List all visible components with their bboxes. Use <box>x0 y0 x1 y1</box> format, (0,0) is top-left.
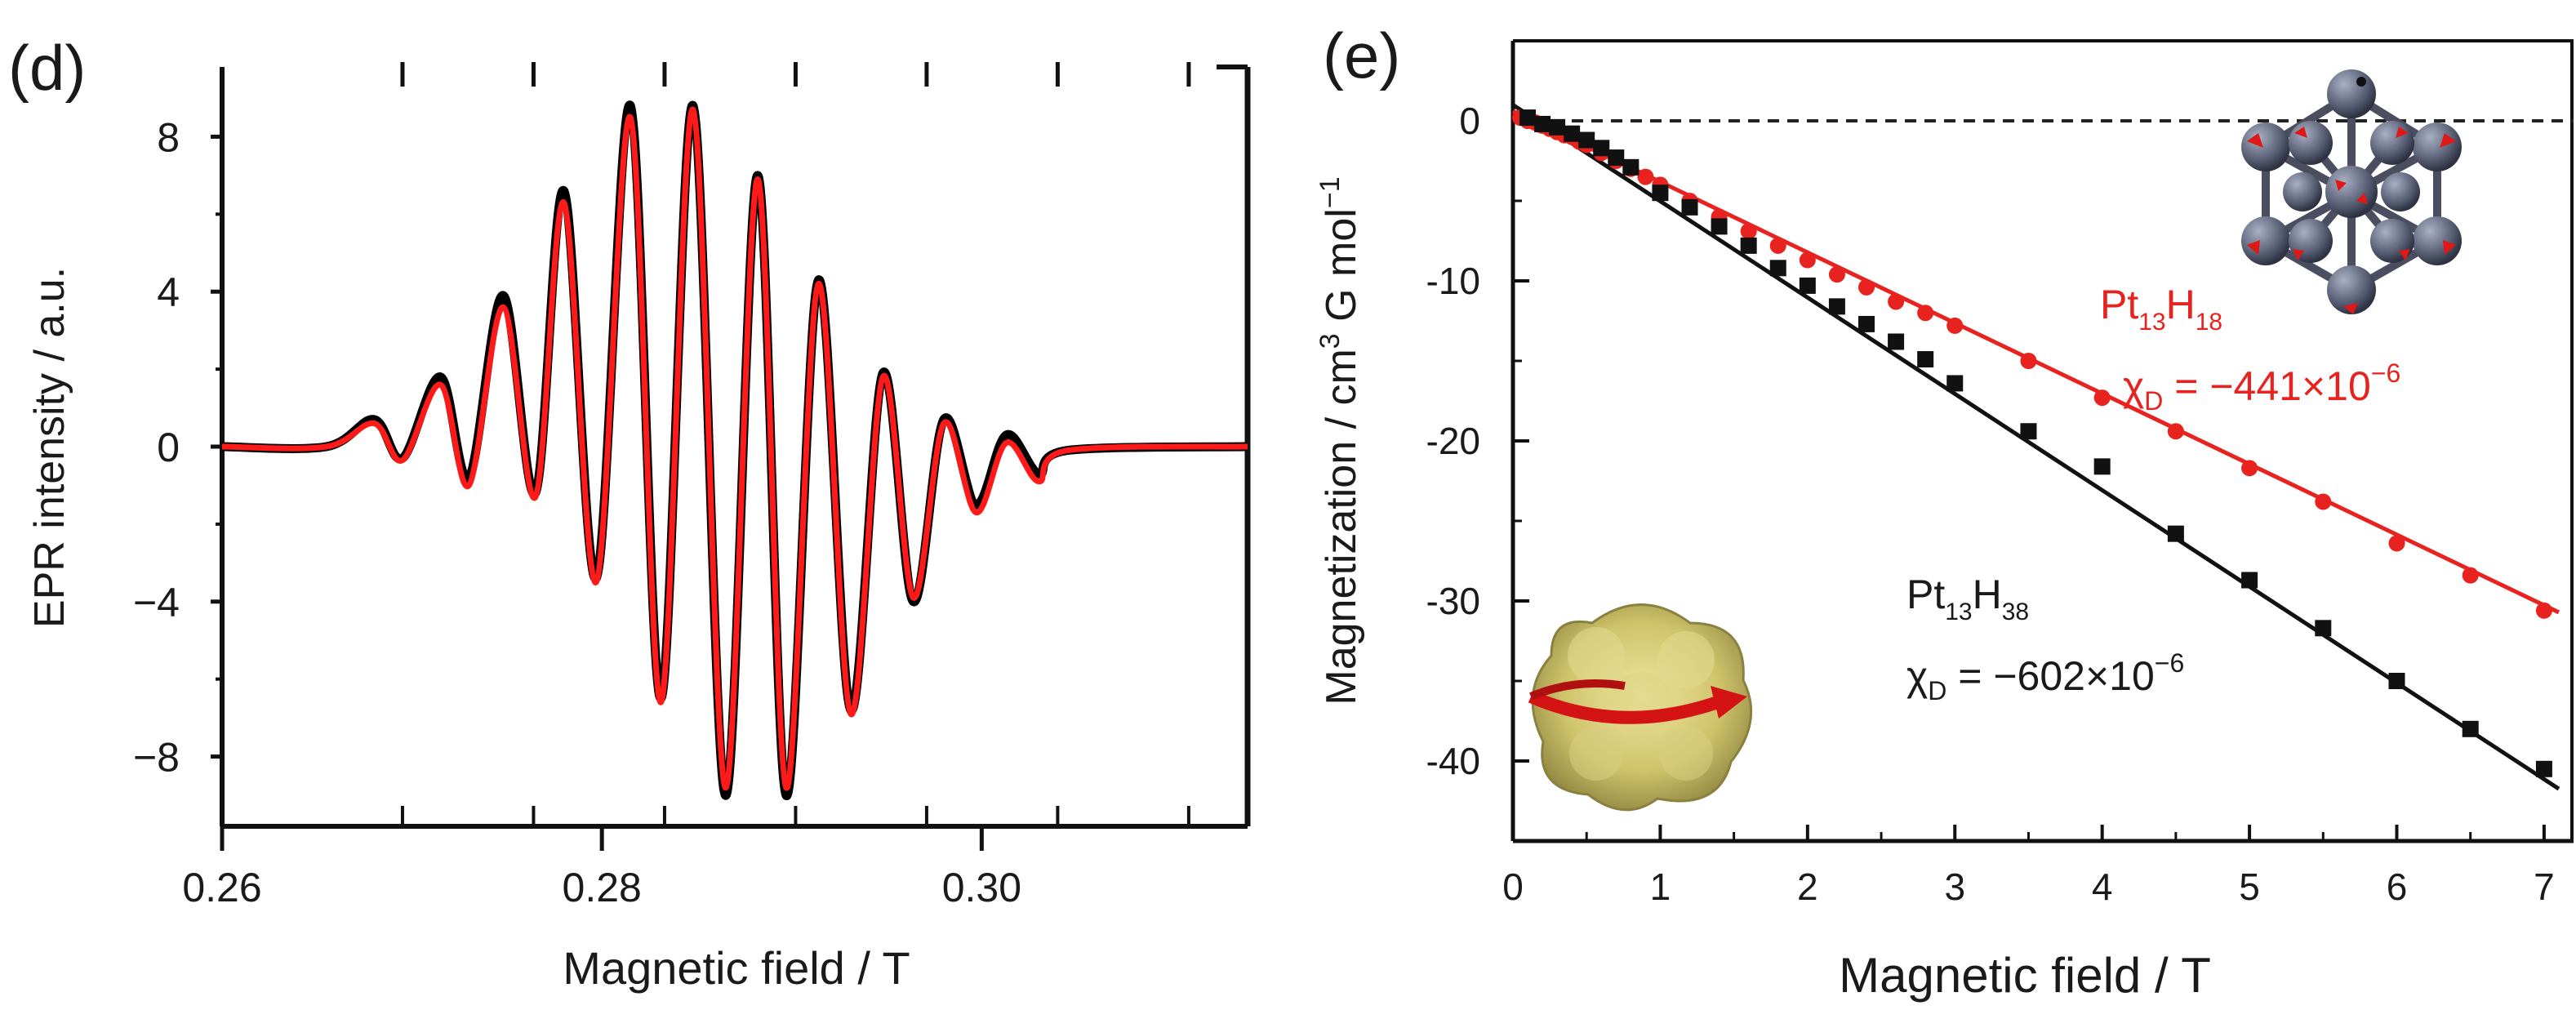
panel-e-y-tick-label: -40 <box>1426 740 1480 782</box>
panel-e-y-tick-label: -20 <box>1426 420 1480 462</box>
inset-pt13-cluster-image <box>2241 69 2462 314</box>
data-point-pt13h18 <box>2020 353 2037 369</box>
data-point-pt13h38 <box>2462 720 2479 737</box>
panel-d-x-tick-label: 0.30 <box>942 865 1021 910</box>
panel-d-epr-chart: (d) 0.26 0.28 0.30 8 4 0 −4 −8 EPR intensity / … <box>8 32 1251 994</box>
data-point-pt13h38 <box>1769 260 1786 277</box>
panel-e-plot-area: 0 1 2 3 4 5 6 7 0 -10 -20 -30 -40 <box>1426 39 2574 908</box>
panel-e-magnetization-chart: (e) 0 1 2 3 4 5 6 7 0 -10 -20 -30 -40 Magnetization … <box>1315 20 2574 1003</box>
annotation-pt13h38: Pt13H38 χD = −602×10−6 <box>1906 572 2184 705</box>
data-point-pt13h38 <box>2167 525 2184 542</box>
data-point-pt13h18 <box>2462 567 2479 584</box>
data-point-pt13h38 <box>1917 351 1934 368</box>
data-point-pt13h38 <box>2241 572 2258 589</box>
panel-e-x-tick-label: 3 <box>1944 865 1965 908</box>
panel-d-y-tick-label: 8 <box>157 114 180 160</box>
panel-e-x-tick-label: 4 <box>2092 865 2113 908</box>
panel-e-x-tick-label: 6 <box>2387 865 2408 908</box>
data-point-pt13h38 <box>1622 158 1639 176</box>
data-point-pt13h18 <box>2093 389 2111 407</box>
panel-d-y-axis-title: EPR intensity / a.u. <box>26 267 73 628</box>
fit-line-pt13h38 <box>1511 103 2560 791</box>
panel-e-y-axis-title: Magnetization / cm3 G mol−1 <box>1315 176 1365 705</box>
panel-e-y-tick-label: 0 <box>1459 100 1480 142</box>
label-pt13h38-formula: Pt13H38 <box>1906 572 2029 625</box>
data-point-pt13h38 <box>1549 118 1566 136</box>
panel-e-x-tick-label: 7 <box>2534 865 2555 908</box>
data-point-pt13h18 <box>1946 317 1964 334</box>
panel-e-x-tick-label: 5 <box>2239 865 2260 908</box>
data-point-pt13h18 <box>1799 251 1816 269</box>
inset-electron-density-image <box>1528 603 1753 812</box>
data-point-pt13h38 <box>1534 115 1551 132</box>
panel-d-y-tick-label: −8 <box>133 735 180 781</box>
data-point-pt13h38 <box>1608 149 1625 167</box>
panel-d-x-tick-label: 0.26 <box>182 865 261 910</box>
panel-d-y-tick-label: 4 <box>157 269 180 315</box>
label-pt13h38-chi: χD = −602×10−6 <box>1906 648 2184 705</box>
data-point-pt13h38 <box>2388 673 2405 689</box>
label-pt13h18-formula: Pt13H18 <box>2100 282 2222 336</box>
panel-d-y-tick-label: −4 <box>133 580 180 625</box>
data-point-pt13h18 <box>1769 237 1786 254</box>
data-point-pt13h38 <box>1888 333 1905 350</box>
panel-e-y-tick-label: -30 <box>1426 580 1480 622</box>
data-point-pt13h18 <box>1858 278 1875 296</box>
panel-e-x-tick-label: 2 <box>1797 865 1818 908</box>
data-point-pt13h38 <box>1652 185 1669 202</box>
data-point-pt13h38 <box>1828 298 1845 315</box>
data-point-pt13h38 <box>1564 125 1581 142</box>
panel-d-y-tick-label: 0 <box>157 425 180 470</box>
panel-e-label: (e) <box>1323 20 1400 91</box>
data-point-pt13h38 <box>1578 131 1595 149</box>
data-point-pt13h38 <box>1946 375 1964 392</box>
panel-d-plot-area: 0.26 0.28 0.30 8 4 0 −4 −8 <box>133 62 1251 910</box>
label-pt13h18-chi: χD = −441×10−6 <box>2123 358 2400 416</box>
data-point-pt13h18 <box>1637 168 1654 185</box>
data-point-pt13h38 <box>1711 218 1728 235</box>
data-point-pt13h38 <box>2093 458 2111 475</box>
data-point-pt13h18 <box>1828 266 1845 283</box>
data-point-pt13h38 <box>2315 620 2332 637</box>
panel-d-x-axis-title: Magnetic field / T <box>563 942 910 994</box>
data-point-pt13h18 <box>2388 535 2405 552</box>
panel-e-y-tick-label: -10 <box>1426 260 1480 302</box>
data-point-pt13h38 <box>1681 198 1698 216</box>
panel-e-x-tick-label: 0 <box>1502 865 1524 908</box>
data-point-pt13h18 <box>2535 602 2552 619</box>
data-point-pt13h38 <box>1740 237 1757 254</box>
data-point-pt13h38 <box>1519 109 1537 127</box>
annotation-pt13h18: Pt13H18 χD = −441×10−6 <box>2100 282 2400 416</box>
data-point-pt13h38 <box>2535 760 2552 777</box>
data-point-pt13h38 <box>2020 423 2037 440</box>
panel-d-x-tick-label: 0.28 <box>563 865 642 910</box>
data-point-pt13h18 <box>1917 305 1934 322</box>
data-point-pt13h38 <box>1858 315 1875 332</box>
data-point-pt13h38 <box>1593 140 1610 157</box>
data-point-pt13h18 <box>2167 423 2184 440</box>
epr-red-trace <box>221 106 1248 791</box>
data-point-pt13h18 <box>1888 293 1905 310</box>
data-point-pt13h38 <box>1799 277 1816 294</box>
panel-e-x-axis-title: Magnetic field / T <box>1839 948 2211 1003</box>
data-point-pt13h18 <box>2241 460 2258 477</box>
panel-e-x-tick-label: 1 <box>1650 865 1671 908</box>
panel-d-label: (d) <box>8 32 86 104</box>
data-point-pt13h18 <box>1740 223 1757 240</box>
data-point-pt13h18 <box>2315 493 2332 510</box>
